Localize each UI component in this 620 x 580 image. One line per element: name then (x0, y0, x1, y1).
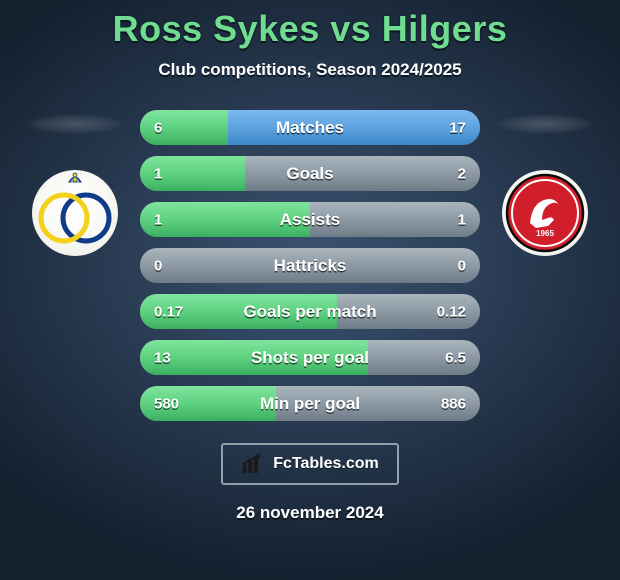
fctables-chart-icon (241, 453, 267, 475)
stat-label: Hattricks (140, 256, 480, 276)
svg-text:1965: 1965 (536, 229, 554, 238)
stat-bar: 0.170.12Goals per match (140, 294, 480, 329)
fctables-logo-text: FcTables.com (273, 455, 379, 473)
stat-bar: 136.5Shots per goal (140, 340, 480, 375)
stat-bar: 617Matches (140, 110, 480, 145)
union-sg-crest-icon (32, 170, 118, 256)
comparison-bars: 617Matches 12Goals 11Assists 00Hattricks 0.1… (140, 110, 480, 421)
content-root: Ross Sykes vs Hilgers Club competitions,… (0, 0, 620, 580)
club-crest-left (32, 170, 118, 256)
avatar-shadow-left (25, 114, 125, 134)
stat-label: Shots per goal (140, 348, 480, 368)
stat-bar: 12Goals (140, 156, 480, 191)
stat-bar: 00Hattricks (140, 248, 480, 283)
stat-label: Goals per match (140, 302, 480, 322)
player-right-col: 1965 (490, 110, 600, 256)
stat-bar: 580886Min per goal (140, 386, 480, 421)
page-subtitle: Club competitions, Season 2024/2025 (158, 60, 461, 80)
snapshot-date: 26 november 2024 (236, 503, 383, 523)
stat-label: Min per goal (140, 394, 480, 414)
club-crest-right: 1965 (502, 170, 588, 256)
stat-label: Matches (140, 118, 480, 138)
fc-twente-crest-icon: 1965 (502, 170, 588, 256)
page-title: Ross Sykes vs Hilgers (113, 8, 508, 50)
stat-label: Assists (140, 210, 480, 230)
stat-bar: 11Assists (140, 202, 480, 237)
avatar-shadow-right (495, 114, 595, 134)
stats-area: 617Matches 12Goals 11Assists 00Hattricks 0.1… (0, 110, 620, 421)
player-left-col (20, 110, 130, 256)
stat-label: Goals (140, 164, 480, 184)
fctables-logo[interactable]: FcTables.com (221, 443, 399, 485)
